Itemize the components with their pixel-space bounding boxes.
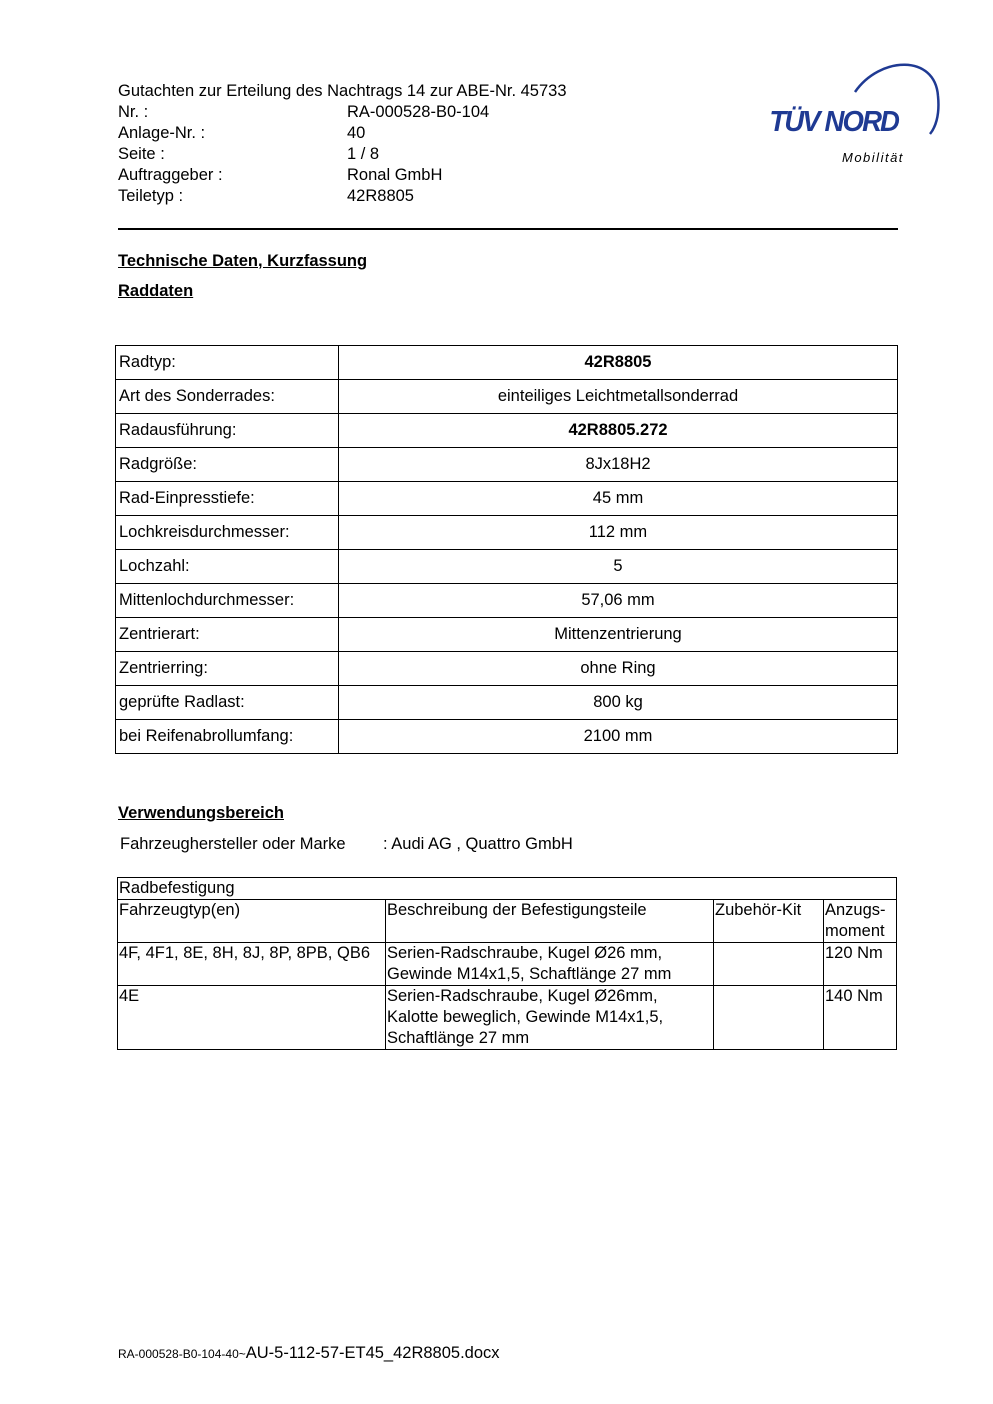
- row-label: Zentrierring:: [115, 651, 339, 686]
- table-row: Mittenlochdurchmesser: 57,06 mm: [115, 583, 898, 618]
- table-cell: 120 Nm: [823, 942, 897, 986]
- logo-subtitle: Mobilität: [842, 150, 904, 165]
- table-row: Radgröße: 8Jx18H2: [115, 447, 898, 482]
- row-value: 57,06 mm: [338, 583, 898, 618]
- header-field-label: Seite :: [118, 145, 165, 163]
- row-value: 42R8805: [338, 345, 898, 380]
- table-cell: Serien-Radschraube, Kugel Ø26mm, Kalotte…: [385, 985, 714, 1050]
- row-value: 45 mm: [338, 481, 898, 516]
- table-cell: Serien-Radschraube, Kugel Ø26 mm, Gewind…: [385, 942, 714, 986]
- footer: RA-000528-B0-104-40~AU-5-112-57-ET45_42R…: [118, 1344, 500, 1363]
- row-label: Rad-Einpresstiefe:: [115, 481, 339, 516]
- table-cell: [713, 942, 824, 986]
- logo-brand: TÜV NORD: [769, 106, 900, 138]
- column-header: Zubehör-Kit: [713, 899, 824, 943]
- row-value: einteiliges Leichtmetallsonderrad: [338, 379, 898, 414]
- footer-prefix: RA-000528-B0-104-40~: [118, 1347, 246, 1361]
- column-header: Anzugs- moment: [823, 899, 897, 943]
- row-value: 800 kg: [338, 685, 898, 720]
- table-row: Radausführung: 42R8805.272: [115, 413, 898, 448]
- table-row: geprüfte Radlast: 800 kg: [115, 685, 898, 720]
- table-row: Zentrierart: Mittenzentrierung: [115, 617, 898, 652]
- table-title: Radbefestigung: [117, 877, 897, 900]
- header-field-value: Ronal GmbH: [347, 166, 443, 184]
- section-subtitle: Raddaten: [118, 282, 194, 300]
- document-header: Gutachten zur Erteilung des Nachtrags 14…: [118, 81, 567, 207]
- header-field-value: 42R8805: [347, 187, 414, 205]
- column-header: Beschreibung der Befestigungsteile: [385, 899, 714, 943]
- table-row: Lochzahl: 5: [115, 549, 898, 584]
- table-row: 4E Serien-Radschraube, Kugel Ø26mm, Kalot…: [117, 985, 897, 1050]
- row-value: ohne Ring: [338, 651, 898, 686]
- row-label: geprüfte Radlast:: [115, 685, 339, 720]
- manufacturer-value: : Audi AG , Quattro GmbH: [383, 835, 573, 853]
- table-row: Zentrierring: ohne Ring: [115, 651, 898, 686]
- header-field-value: 1 / 8: [347, 145, 380, 163]
- table-cell: 140 Nm: [823, 985, 897, 1050]
- table-row: Art des Sonderrades: einteiliges Leichtme…: [115, 379, 898, 414]
- table-row: 4F, 4F1, 8E, 8H, 8J, 8P, 8PB, QB6 Serien-…: [117, 942, 897, 986]
- row-value: 5: [338, 549, 898, 584]
- row-value: Mittenzentrierung: [338, 617, 898, 652]
- table-row: bei Reifenabrollumfang: 2100 mm: [115, 719, 898, 754]
- header-field-label: Auftraggeber :: [118, 166, 223, 184]
- table-row: Rad-Einpresstiefe: 45 mm: [115, 481, 898, 516]
- row-value: 112 mm: [338, 515, 898, 550]
- header-field-value: 40: [347, 124, 366, 142]
- header-field-value: RA-000528-B0-104: [347, 103, 490, 121]
- row-label: bei Reifenabrollumfang:: [115, 719, 339, 754]
- header-field: Nr. : RA-000528-B0-104: [118, 102, 567, 123]
- section-title-verwendung: Verwendungsbereich: [118, 804, 284, 822]
- header-field: Seite : 1 / 8: [118, 144, 567, 165]
- table-row: Lochkreisdurchmesser: 112 mm: [115, 515, 898, 550]
- row-label: Radtyp:: [115, 345, 339, 380]
- table-row: Radtyp: 42R8805: [115, 345, 898, 380]
- header-field-label: Anlage-Nr. :: [118, 124, 206, 142]
- header-field-label: Teiletyp :: [118, 187, 184, 205]
- row-label: Zentrierart:: [115, 617, 339, 652]
- row-value: 42R8805.272: [338, 413, 898, 448]
- raddaten-table: Radtyp: 42R8805 Art des Sonderrades: eintei…: [115, 345, 898, 754]
- header-field: Anlage-Nr. : 40: [118, 123, 567, 144]
- row-label: Lochzahl:: [115, 549, 339, 584]
- tuv-nord-logo: TÜV NORD Mobilität: [760, 56, 940, 171]
- logo-arc-icon: [853, 63, 940, 135]
- row-value: 8Jx18H2: [338, 447, 898, 482]
- row-label: Radausführung:: [115, 413, 339, 448]
- radbefestigung-table: Radbefestigung Fahrzeugtyp(en) Beschreibu…: [117, 877, 897, 1050]
- row-label: Radgröße:: [115, 447, 339, 482]
- section-title: Technische Daten, Kurzfassung: [118, 252, 368, 270]
- header-field: Auftraggeber : Ronal GmbH: [118, 165, 567, 186]
- manufacturer-label: Fahrzeughersteller oder Marke: [120, 835, 346, 853]
- footer-filename: AU-5-112-57-ET45_42R8805.docx: [245, 1344, 500, 1362]
- table-cell: 4E: [117, 985, 386, 1050]
- header-divider: [118, 228, 898, 230]
- row-label: Mittenlochdurchmesser:: [115, 583, 339, 618]
- table-cell: [713, 985, 824, 1050]
- header-row: Fahrzeugtyp(en) Beschreibung der Befestig…: [117, 899, 897, 943]
- table-title-row: Radbefestigung: [117, 877, 897, 900]
- header-field-label: Nr. :: [118, 103, 149, 121]
- column-header: Fahrzeugtyp(en): [117, 899, 386, 943]
- header-field: Teiletyp : 42R8805: [118, 186, 567, 207]
- row-label: Art des Sonderrades:: [115, 379, 339, 414]
- table-cell: 4F, 4F1, 8E, 8H, 8J, 8P, 8PB, QB6: [117, 942, 386, 986]
- row-value: 2100 mm: [338, 719, 898, 754]
- document-title: Gutachten zur Erteilung des Nachtrags 14…: [118, 82, 567, 100]
- row-label: Lochkreisdurchmesser:: [115, 515, 339, 550]
